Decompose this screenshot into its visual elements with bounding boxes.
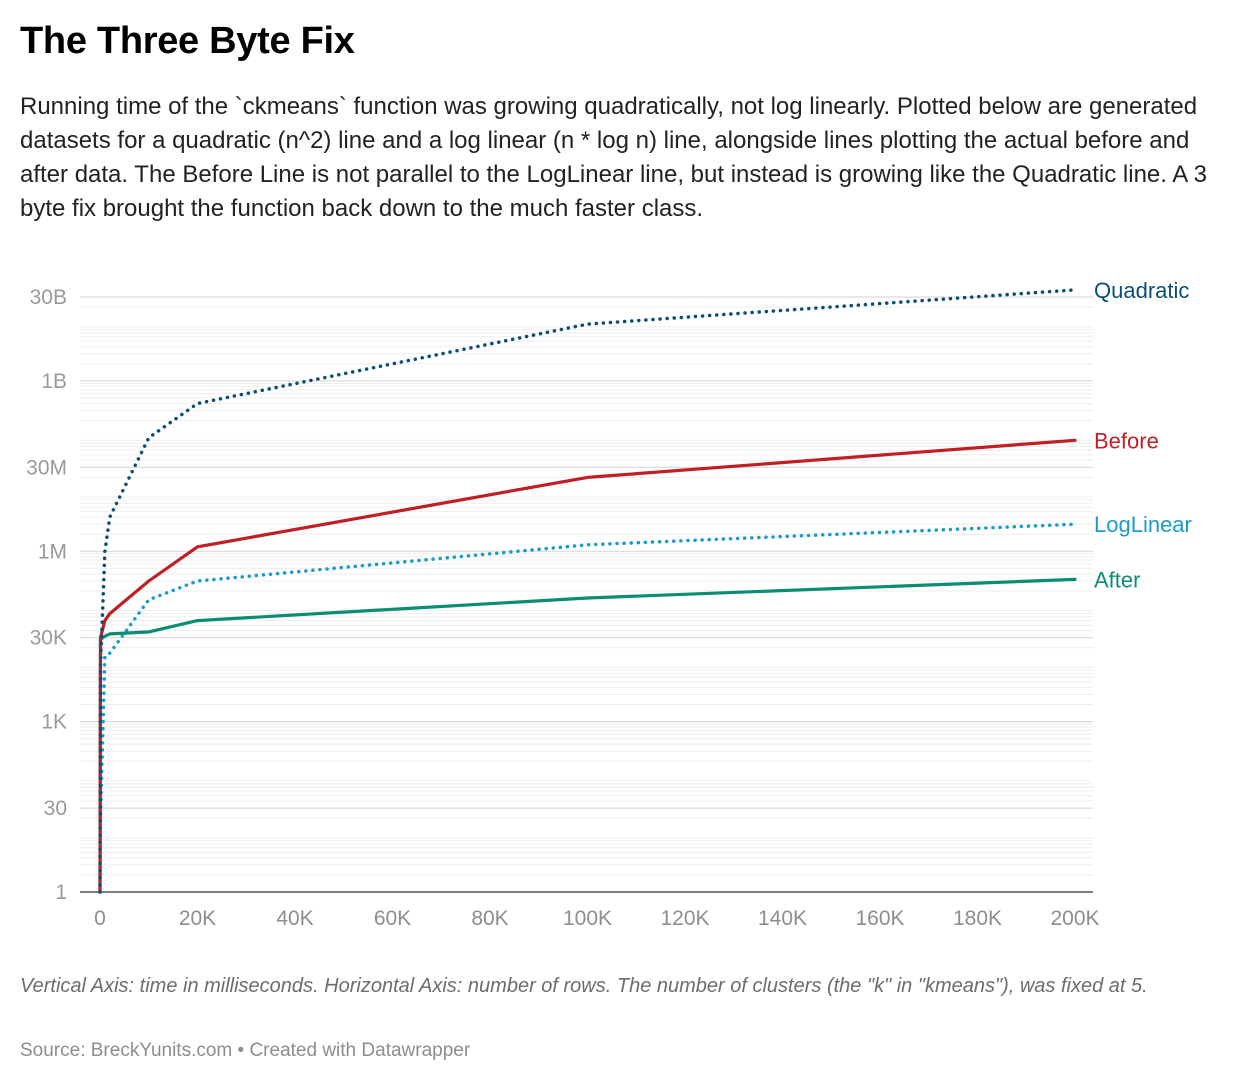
x-tick-180k: 180K xyxy=(953,907,1002,930)
y-tick-1: 1 xyxy=(55,881,67,904)
series-line-loglinear xyxy=(98,522,1077,894)
x-tick-20k: 20K xyxy=(179,907,216,930)
series-line-before xyxy=(98,438,1077,894)
x-axis: 0 20K 40K 60K 80K 100K 120K 140K 160K 180K 200K xyxy=(94,907,1099,930)
x-tick-160k: 160K xyxy=(855,907,904,930)
x-tick-140k: 140K xyxy=(758,907,807,930)
y-tick-1b: 1B xyxy=(41,370,67,393)
y-tick-30b: 30B xyxy=(30,286,67,309)
x-tick-120k: 120K xyxy=(660,907,709,930)
y-tick-30m: 30M xyxy=(26,456,67,479)
series-lines xyxy=(98,288,1077,894)
series-label-loglinear: LogLinear xyxy=(1094,512,1192,537)
chart-title: The Three Byte Fix xyxy=(20,20,355,62)
x-tick-40k: 40K xyxy=(276,907,313,930)
axis-notes: Vertical Axis: time in milliseconds. Hor… xyxy=(20,975,1148,997)
series-labels: Quadratic Before LogLinear After xyxy=(1094,278,1192,593)
series-label-after: After xyxy=(1094,567,1140,592)
series-line-after xyxy=(98,577,1077,894)
y-tick-1k: 1K xyxy=(41,711,67,734)
x-tick-80k: 80K xyxy=(471,907,508,930)
y-axis: 1 30 1K 30K 1M 30M 1B 30B xyxy=(26,286,67,904)
x-tick-100k: 100K xyxy=(563,907,612,930)
series-line-quadratic xyxy=(98,288,1077,894)
line-chart: 1 30 1K 30K 1M 30M 1B 30B 0 20K 40K 60K 80K 100K 120K… xyxy=(26,278,1192,930)
y-tick-30: 30 xyxy=(44,797,67,820)
series-label-before: Before xyxy=(1094,428,1159,453)
chart-description: Running time of the `ckmeans` function w… xyxy=(20,93,1207,222)
x-tick-60k: 60K xyxy=(374,907,411,930)
x-tick-200k: 200K xyxy=(1050,907,1099,930)
y-tick-1m: 1M xyxy=(38,540,67,563)
series-label-quadratic: Quadratic xyxy=(1094,278,1189,303)
x-tick-0: 0 xyxy=(94,907,106,930)
grid-lines xyxy=(80,296,1093,893)
y-tick-30k: 30K xyxy=(30,627,67,650)
source-credit: Source: BreckYunits.com • Created with D… xyxy=(20,1040,471,1061)
